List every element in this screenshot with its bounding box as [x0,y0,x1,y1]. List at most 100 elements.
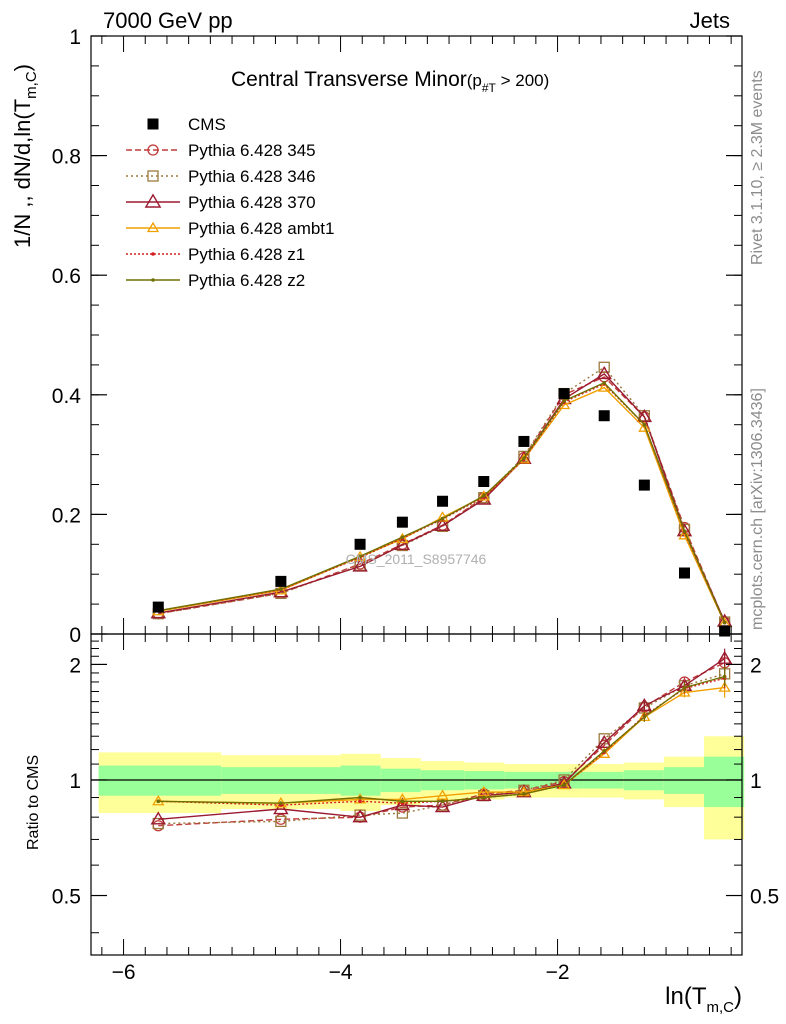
ratio-point-z2 [522,792,526,796]
main-data-layer [150,361,733,637]
ratio-y-tick-label-right: 1 [750,770,762,793]
main-point-cms [152,601,164,613]
ratio-y-tick-label: 0.5 [52,886,81,909]
main-point-p346 [598,361,610,373]
main-y-label-tail: ) [10,64,35,71]
ratio-frame [90,633,743,956]
ratio-line-p370 [158,658,725,820]
ratio-point-z2 [562,783,566,787]
main-point-cms [518,435,530,447]
ratio-band-inner [340,765,381,796]
legend-marker-p346 [147,170,159,182]
main-point-z2 [722,620,727,625]
main-y-tick-label: 0.4 [52,385,82,408]
main-y-tick-label: 0.2 [52,504,81,527]
x-tick-label: −4 [329,961,353,984]
legend-label-p346: Pythia 6.428 346 [188,167,316,186]
ratio-band-inner [704,756,745,808]
legend-item-cms: CMS [147,115,226,134]
main-point-z2 [400,535,405,539]
ratio-point-z2 [440,799,445,804]
main-series-cms [152,388,731,637]
ratio-point-p370 [150,811,166,825]
energy-label: 7000 GeV pp [103,8,233,33]
plot-title-cut-tail: > 200) [496,71,549,90]
legend-label-p370: Pythia 6.428 370 [188,193,316,212]
main-point-z2 [602,381,607,385]
legend-item-p370: Pythia 6.428 370 [126,193,316,212]
main-point-p370 [434,517,451,532]
legend: CMS Pythia 6.428 345 Pythia 6.428 346 Pythi… [126,115,334,290]
legend-marker-ambt1 [146,221,160,233]
ratio-line-z2 [158,675,725,804]
main-point-ambt1 [477,490,490,501]
ratio-band-inner [98,765,222,796]
plot-title-main: Central Transverse Minor [231,68,467,91]
main-point-ambt1 [638,421,651,432]
x-tick-label: −6 [112,961,136,984]
main-point-cms [558,388,570,400]
legend-item-p346: Pythia 6.428 346 [126,167,316,186]
ratio-uncertainty-bands [91,736,745,840]
legend-label-cms: CMS [188,115,226,134]
ratio-point-p370 [434,799,451,813]
x-axis-label: ln(Tm,C) [665,983,742,1016]
ratio-point-z2 [400,799,405,804]
ratio-y-tick-label-right: 2 [750,654,762,677]
plot-title: Central Transverse Minor(p#T > 200) [231,68,549,95]
main-point-z2 [522,456,526,460]
plot-title-cut-sub: #T [482,81,497,95]
legend-item-ambt1: Pythia 6.428 ambt1 [126,219,334,238]
ratio-point-z2 [358,795,362,800]
main-point-z2 [481,494,486,498]
ratio-y-tick-label: 1 [69,770,81,793]
main-point-p370 [596,365,612,380]
main-series-z2 [156,381,727,625]
main-point-cms [437,495,449,507]
main-point-p370 [352,558,368,572]
ratio-point-z2 [156,799,161,804]
main-y-tick-label: 1 [69,26,81,49]
rivet-label: Rivet 3.1.10, ≥ 2.3M events [749,70,766,265]
main-point-z2 [562,398,566,403]
ratio-point-p346 [275,815,287,828]
legend-label-ambt1: Pythia 6.428 ambt1 [188,219,334,238]
main-point-cms [396,516,408,528]
main-y-label-sub: m,C [23,71,40,99]
legend-marker-p370 [144,193,162,208]
main-point-z2 [642,422,647,427]
legend-label-p345: Pythia 6.428 345 [188,141,316,160]
ratio-point-z2 [602,749,607,753]
ratio-line-p346 [158,673,725,825]
legend-item-z1: Pythia 6.428 z1 [126,245,305,264]
ratio-point-p370 [476,787,492,801]
ratio-panel: 0.5 0.5 1 1 2 2 −6 −4 −2 Ratio to CMS ln(Tm,C) [25,633,779,1016]
main-y-tick-label: 0.8 [52,146,81,169]
main-point-z2 [440,516,445,521]
legend-marker-p345 [147,144,159,156]
x-label-main: ln(T [665,983,707,1010]
process-label: Jets [690,8,730,33]
x-tick-label: −2 [546,961,570,984]
legend-item-p345: Pythia 6.428 345 [126,141,316,160]
ratio-y-tick-label: 2 [69,654,81,677]
main-point-z2 [279,587,283,591]
main-point-ambt1 [517,453,531,464]
main-y-label-text: 1/N ,, dN/d,ln(T [10,99,35,248]
main-line-p370 [158,373,726,622]
main-point-cms [598,410,610,422]
main-y-tick-label: 0.6 [52,265,81,288]
ratio-y-tick-label-right: 0.5 [750,886,779,909]
analysis-watermark: CMS_2011_S8957746 [346,551,487,567]
ratio-series-z2 [156,674,727,805]
legend-marker-cms [147,118,159,130]
plot-title-cut: (p [467,71,482,90]
main-point-p346 [396,539,409,552]
main-point-z2 [682,529,687,533]
main-point-ambt1 [678,529,691,540]
ratio-point-p370 [352,809,368,823]
ratio-point-z1 [358,799,362,804]
main-point-cms [275,575,287,587]
